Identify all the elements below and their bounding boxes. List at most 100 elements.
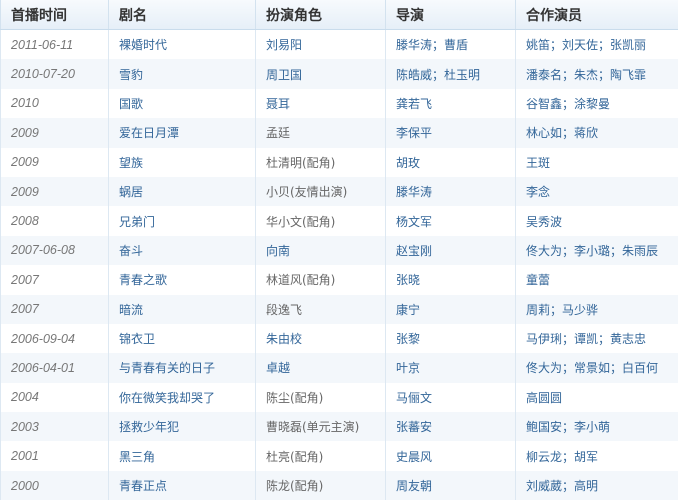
air-date-cell: 2006-09-04 [11,331,75,346]
role-cell[interactable]: 卓越 [266,361,291,376]
director-link[interactable]: 滕华涛；曹盾 [396,38,469,53]
costars-link[interactable]: 潘泰名；朱杰；陶飞霏 [526,67,647,82]
title-link[interactable]: 锦衣卫 [119,332,156,347]
title-link[interactable]: 雪豹 [119,67,144,82]
costars-link[interactable]: 周莉；马少骅 [526,302,599,317]
air-date-cell: 2000 [11,478,39,493]
director-link[interactable]: 李保平 [396,126,433,141]
costars-link[interactable]: 李念 [526,185,551,200]
role-cell: 杜亮(配角) [266,449,324,464]
costars-link[interactable]: 姚笛；刘天佐；张凯丽 [526,38,647,53]
role-column-cell: 周卫国 [255,59,386,89]
date-column-cell: 2007 [0,294,109,324]
air-date-cell: 2011-06-11 [11,37,74,52]
director-link[interactable]: 杨文军 [396,214,433,229]
costars-column-cell: 佟大为；常景如；白百何 [515,353,678,383]
date-column-cell: 2009 [0,176,109,207]
director-link[interactable]: 胡玫 [396,155,421,170]
costars-link[interactable]: 童蕾 [526,273,551,288]
title-column-cell: 你在微笑我却哭了 [108,382,256,413]
air-date-cell: 2007-06-08 [11,243,75,258]
title-link[interactable]: 望族 [119,155,144,170]
director-column-cell: 马俪文 [385,382,516,413]
director-link[interactable]: 张晓 [396,273,421,288]
costars-link[interactable]: 谷智鑫；涂黎曼 [526,96,611,111]
air-date-cell: 2009 [11,184,39,199]
title-link[interactable]: 黑三角 [119,449,156,464]
title-link[interactable]: 奋斗 [119,243,144,258]
role-column-cell: 杜清明(配角) [255,147,386,177]
role-cell[interactable]: 刘易阳 [266,38,303,53]
table-row: 2001 黑三角 杜亮(配角) 史晨风 柳云龙；胡军 [0,441,678,471]
costars-link[interactable]: 林心如；蒋欣 [526,126,599,141]
director-column-cell: 陈皓威；杜玉明 [385,59,516,89]
title-link[interactable]: 暗流 [119,302,144,317]
costars-column-cell: 周莉；马少骅 [515,294,678,324]
director-link[interactable]: 滕华涛 [396,185,433,200]
director-column-cell: 张黎 [385,323,516,354]
title-link[interactable]: 国歌 [119,96,144,111]
air-date-cell: 2003 [11,419,39,434]
role-column-cell: 向南 [255,235,386,266]
role-cell: 小贝(友情出演) [266,185,348,200]
role-column-cell: 孟廷 [255,118,386,148]
title-link[interactable]: 青春之歌 [119,273,168,288]
title-link[interactable]: 你在微笑我却哭了 [119,390,216,405]
director-link[interactable]: 康宁 [396,302,421,317]
costars-link[interactable]: 佟大为；常景如；白百何 [526,361,659,376]
title-link[interactable]: 拯救少年犯 [119,420,180,435]
costars-link[interactable]: 吴秀波 [526,214,563,229]
role-cell[interactable]: 朱由校 [266,332,303,347]
role-cell: 陈龙(配角) [266,479,324,494]
director-column-cell: 康宁 [385,294,516,324]
director-link[interactable]: 叶京 [396,361,421,376]
header-director: 导演 [385,0,516,30]
costars-column-cell: 童蕾 [515,265,678,295]
title-link[interactable]: 裸婚时代 [119,38,168,53]
director-link[interactable]: 马俪文 [396,390,433,405]
director-link[interactable]: 周友朝 [396,479,433,494]
date-column-cell: 2006-04-01 [0,353,109,383]
role-cell[interactable]: 聂耳 [266,96,291,111]
costars-link[interactable]: 王斑 [526,155,551,170]
costars-column-cell: 林心如；蒋欣 [515,118,678,148]
director-link[interactable]: 史晨风 [396,449,433,464]
role-cell[interactable]: 周卫国 [266,67,303,82]
costars-link[interactable]: 佟大为；李小璐；朱雨辰 [526,243,659,258]
director-column-cell: 史晨风 [385,441,516,471]
title-link[interactable]: 爱在日月潭 [119,126,180,141]
date-column-cell: 2009 [0,118,109,148]
role-column-cell: 刘易阳 [255,29,386,60]
costars-column-cell: 潘泰名；朱杰；陶飞霏 [515,59,678,89]
table-row: 2010 国歌 聂耳 龚若飞 谷智鑫；涂黎曼 [0,88,678,119]
director-link[interactable]: 陈皓威；杜玉明 [396,67,481,82]
air-date-cell: 2010 [11,96,39,111]
costars-column-cell: 王斑 [515,147,678,177]
role-cell: 孟廷 [266,126,291,141]
costars-column-cell: 高圆圆 [515,382,678,413]
date-column-cell: 2010-07-20 [0,59,109,89]
costars-link[interactable]: 鲍国安；李小萌 [526,420,611,435]
title-link[interactable]: 青春正点 [119,479,168,494]
director-link[interactable]: 张蕃安 [396,420,433,435]
costars-link[interactable]: 高圆圆 [526,390,563,405]
title-link[interactable]: 与青春有关的日子 [119,361,216,376]
director-column-cell: 张晓 [385,265,516,295]
role-cell[interactable]: 向南 [266,243,291,258]
role-column-cell: 朱由校 [255,323,386,354]
air-date-cell: 2010-07-20 [11,67,75,82]
costars-link[interactable]: 刘威葳；高明 [526,479,599,494]
title-link[interactable]: 兄弟门 [119,214,156,229]
title-column-cell: 黑三角 [108,441,256,471]
director-link[interactable]: 龚若飞 [396,96,433,111]
costars-link[interactable]: 马伊琍；谭凯；黄志忠 [526,332,647,347]
director-link[interactable]: 赵宝刚 [396,243,433,258]
table-row: 2004 你在微笑我却哭了 陈尘(配角) 马俪文 高圆圆 [0,382,678,413]
director-link[interactable]: 张黎 [396,332,421,347]
costars-link[interactable]: 柳云龙；胡军 [526,449,599,464]
title-link[interactable]: 蜗居 [119,185,144,200]
role-cell: 曹晓磊(单元主演) [266,420,360,435]
air-date-cell: 2007 [11,302,39,317]
director-column-cell: 滕华涛 [385,176,516,207]
